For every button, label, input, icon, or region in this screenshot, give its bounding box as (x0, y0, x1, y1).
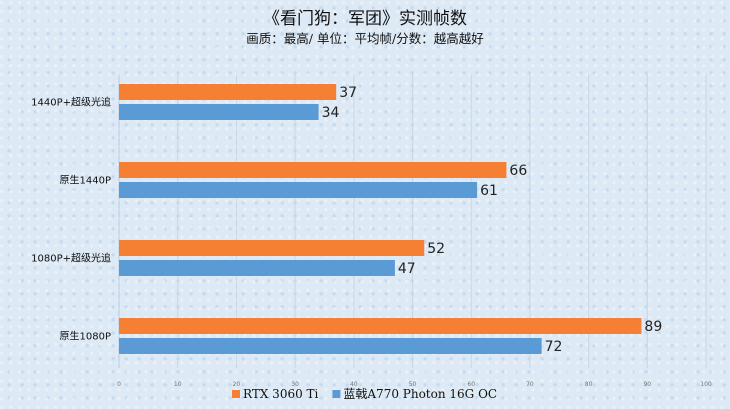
x-tick-label: 30 (291, 381, 299, 388)
x-tick-label: 100 (700, 381, 712, 388)
category-label: 1080P+超级光追 (31, 252, 111, 265)
category-label: 原生1080P (60, 330, 111, 343)
bar (119, 338, 542, 354)
bar (119, 162, 507, 178)
x-tick-label: 40 (350, 381, 358, 388)
data-label: 66 (509, 163, 527, 179)
chart-subtitle: 画质：最高/ 单位：平均帧/分数：越高越好 (246, 31, 484, 46)
data-label: 72 (545, 339, 563, 355)
legend-swatch (232, 390, 240, 398)
legend-swatch (332, 390, 341, 398)
x-tick-label: 0 (117, 381, 121, 388)
x-tick-label: 90 (643, 381, 651, 388)
x-tick-label: 70 (526, 381, 534, 388)
bar (119, 240, 425, 256)
x-tick-label: 50 (409, 381, 417, 388)
legend-entry: RTX 3060 Ti (243, 387, 319, 401)
x-tick-label: 10 (174, 381, 182, 388)
data-label: 89 (644, 319, 662, 335)
category-label: 原生1440P (60, 174, 111, 187)
x-tick-label: 60 (467, 381, 475, 388)
data-label: 47 (398, 261, 416, 277)
data-label: 34 (322, 105, 340, 121)
x-tick-label: 20 (233, 381, 241, 388)
data-label: 37 (339, 85, 357, 101)
legend-entry: 蓝戟A770 Photon 16G OC (343, 387, 497, 401)
bar (119, 260, 395, 276)
bar (119, 182, 478, 198)
bar (119, 104, 319, 120)
data-label: 52 (427, 241, 445, 257)
category-label: 1440P+超级光追 (31, 96, 111, 109)
bar (119, 318, 642, 334)
chart-title: 《看门狗：军团》实测帧数 (263, 9, 467, 29)
data-label: 61 (480, 183, 498, 199)
bar (119, 84, 337, 100)
x-tick-label: 80 (585, 381, 593, 388)
